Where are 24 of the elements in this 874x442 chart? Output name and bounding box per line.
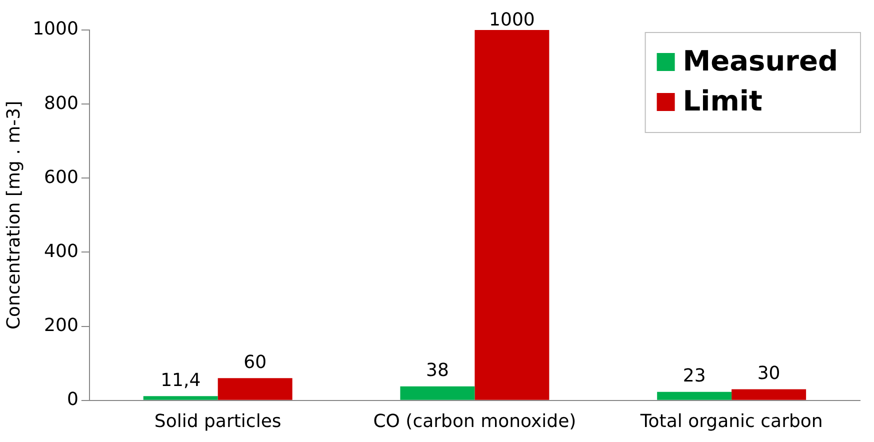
- bar: [400, 386, 475, 400]
- bar: [732, 389, 806, 400]
- data-label: 38: [426, 360, 449, 381]
- data-label: 30: [757, 362, 780, 384]
- y-tick-label: 800: [44, 92, 78, 114]
- data-label: 23: [682, 366, 706, 387]
- legend-label: Measured: [682, 44, 838, 78]
- y-tick-label: 200: [44, 314, 78, 336]
- bar: [143, 396, 218, 400]
- bar: [474, 30, 550, 400]
- y-tick-label: 1000: [32, 18, 78, 40]
- y-tick-label: 600: [44, 166, 78, 188]
- data-label: 11,4: [160, 370, 201, 391]
- bar: [218, 378, 292, 400]
- data-label: 1000: [489, 10, 535, 31]
- y-tick-label: 0: [66, 389, 78, 410]
- x-tick-label: Total organic carbon: [639, 410, 823, 432]
- y-tick-label: 400: [44, 240, 78, 262]
- x-tick-label: Solid particles: [154, 410, 282, 432]
- bar: [657, 392, 732, 400]
- data-label: 60: [244, 352, 267, 373]
- x-tick-label: CO (carbon monoxide): [373, 410, 576, 432]
- legend-label: Limit: [682, 84, 762, 118]
- y-axis-title: Concentration [mg . m-3]: [3, 100, 24, 330]
